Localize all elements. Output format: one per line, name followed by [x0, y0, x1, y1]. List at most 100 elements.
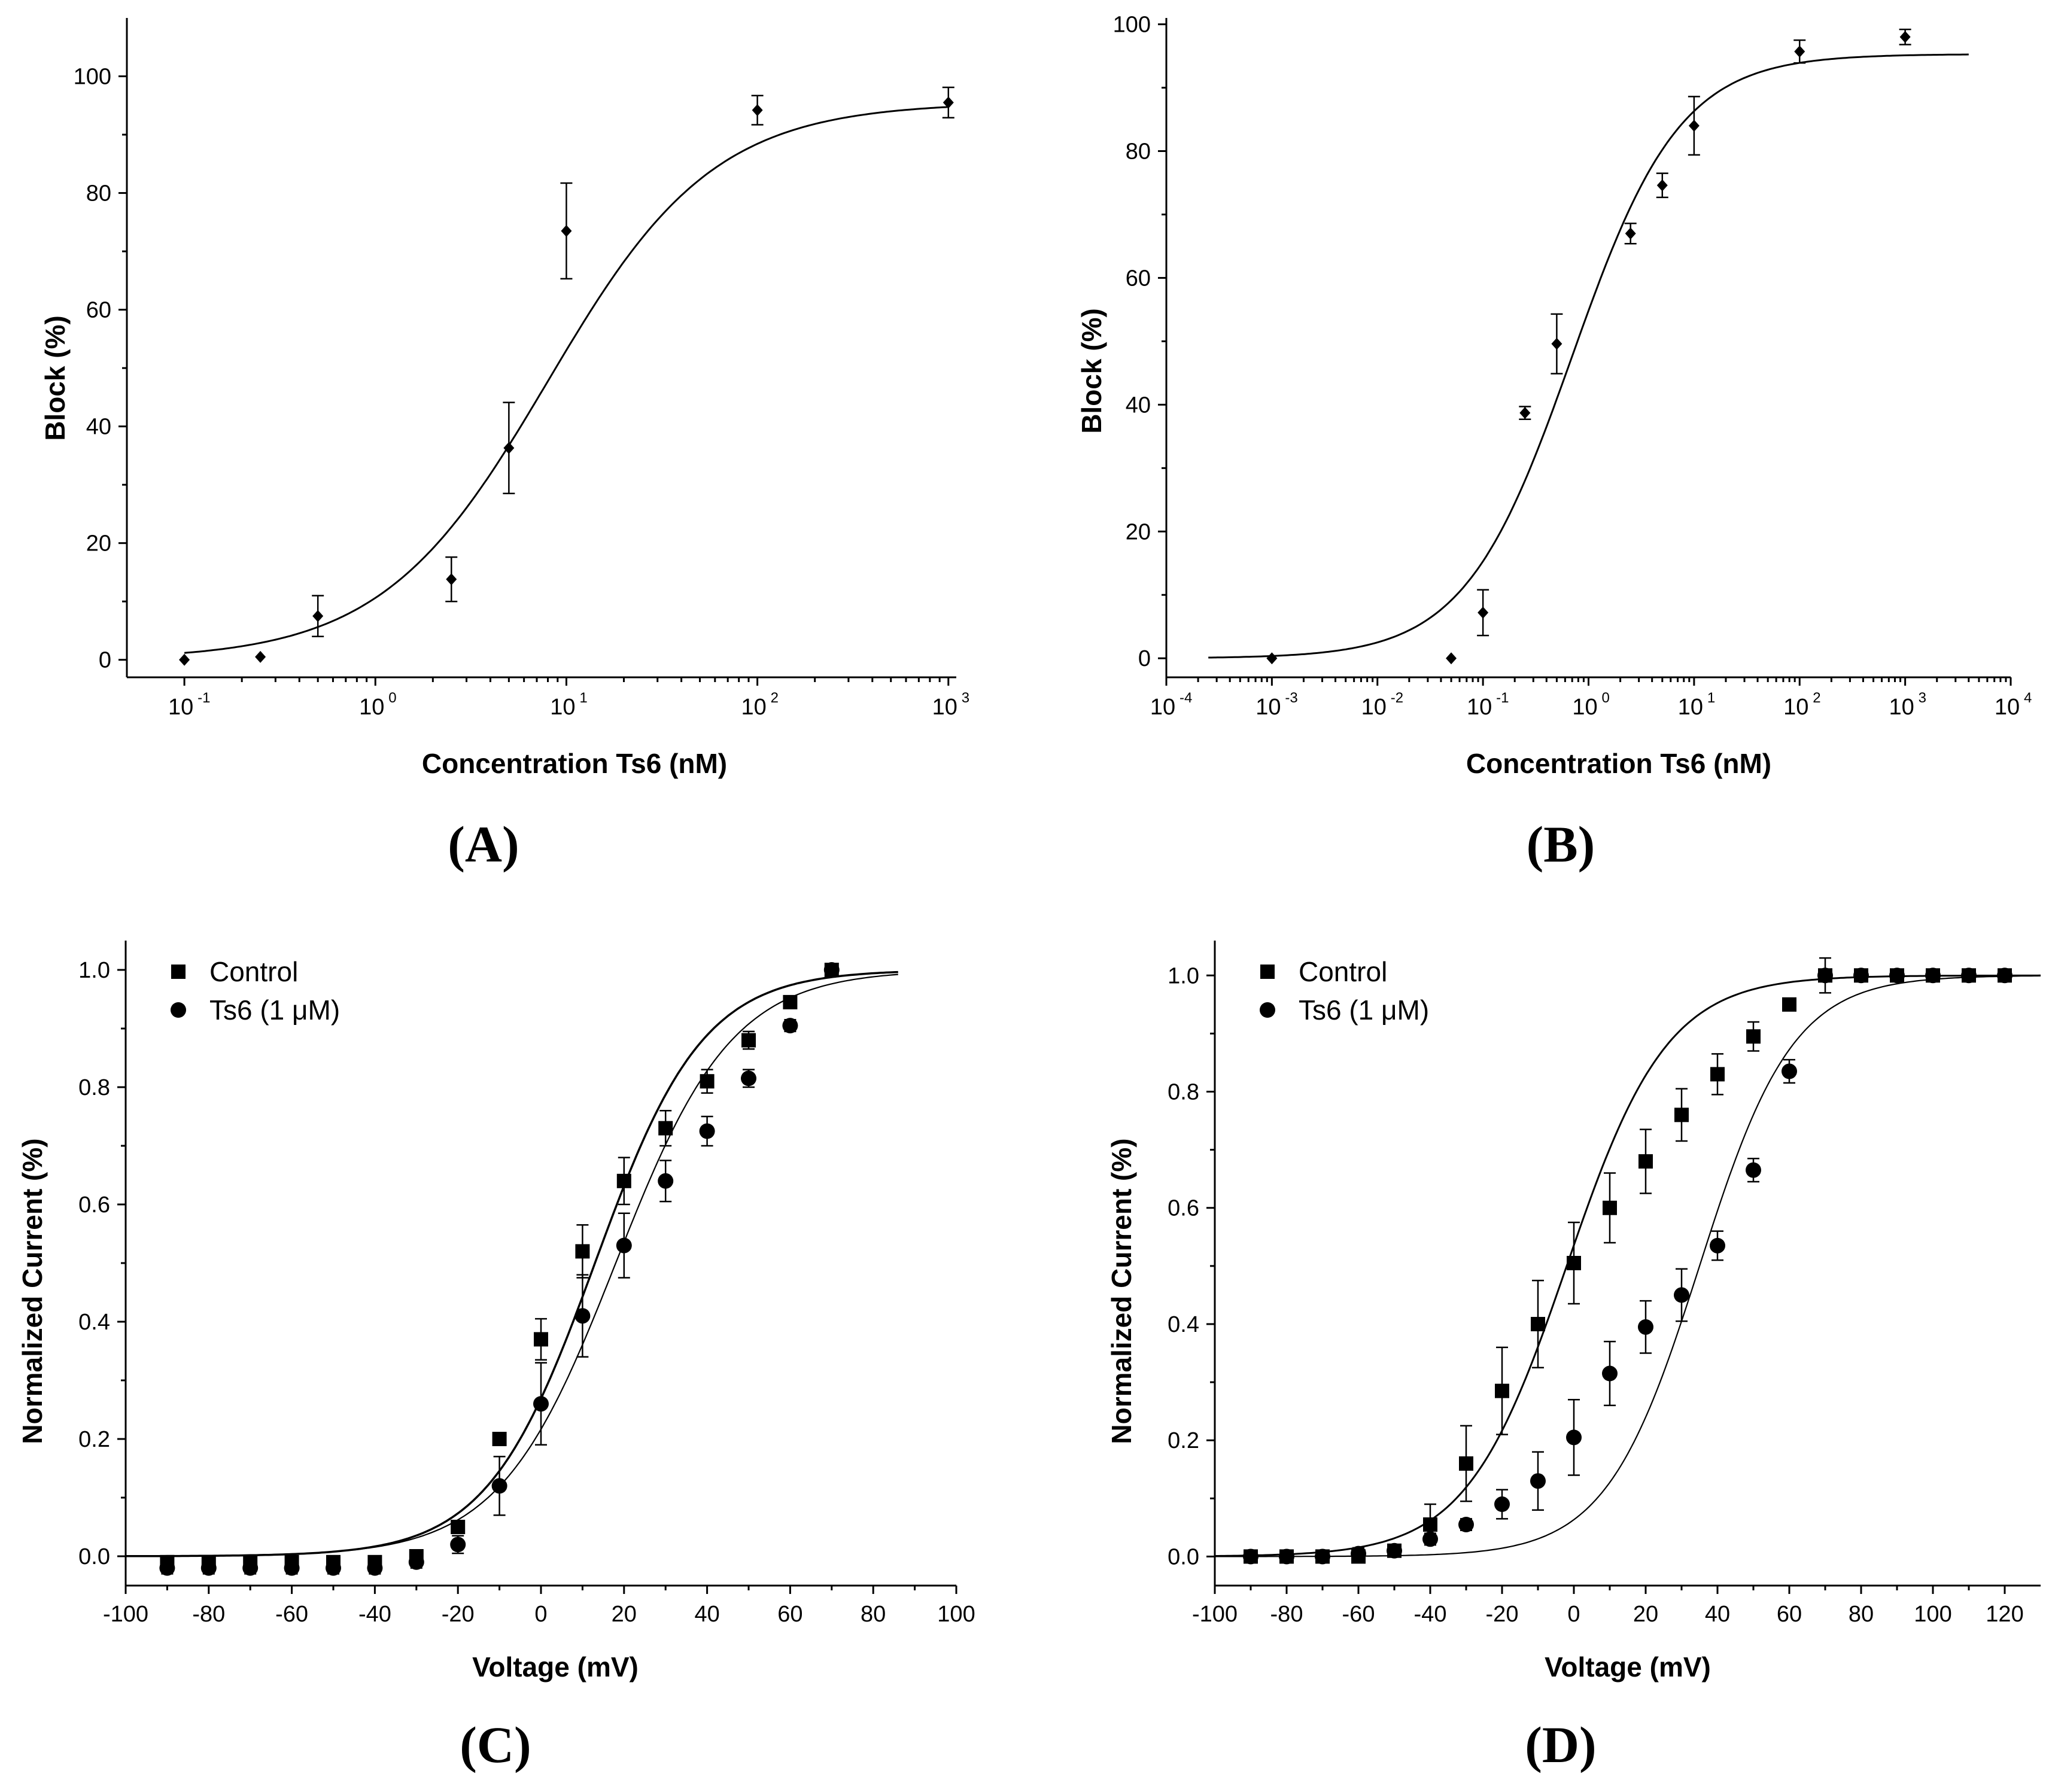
data-point [1531, 1316, 1545, 1331]
x-axis-label: Concentration Ts6 (nM) [1466, 748, 1771, 779]
data-point [1351, 1545, 1366, 1562]
x-tick-label: 10 [359, 695, 384, 720]
x-tick-exponent: 2 [1813, 690, 1820, 706]
panel-label: (C) [460, 1716, 531, 1773]
data-point [741, 1033, 756, 1048]
data-point [1997, 968, 2013, 984]
data-point [159, 1560, 175, 1576]
y-tick-label: 0.8 [78, 1075, 110, 1100]
y-axis-label: Normalized Current (%) [1106, 1138, 1137, 1444]
x-tick-label: 40 [1705, 1602, 1730, 1627]
y-axis-label: Block (%) [39, 315, 71, 441]
x-tick-exponent: 3 [962, 690, 969, 706]
data-point [408, 1554, 424, 1570]
data-point [1519, 407, 1531, 419]
x-tick-label: 10 [1572, 695, 1597, 720]
y-tick-label: 0.4 [78, 1310, 110, 1335]
x-tick-label: 60 [1777, 1602, 1802, 1627]
data-point [1530, 1473, 1546, 1489]
panel-label: (B) [1527, 816, 1595, 873]
panel-label: (A) [448, 816, 519, 873]
legend-label: Control [1299, 956, 1387, 987]
data-point [1446, 652, 1457, 665]
x-tick-label: -20 [1486, 1602, 1519, 1627]
data-point [1494, 1496, 1510, 1513]
data-point [741, 1070, 756, 1087]
y-tick-label: 1.0 [1168, 963, 1199, 988]
fit-curve [1214, 974, 2041, 1557]
x-axis-label: Voltage (mV) [472, 1651, 639, 1683]
y-tick-label: 0.0 [1168, 1544, 1199, 1569]
y-tick-label: 80 [1126, 139, 1151, 165]
data-point [200, 1560, 217, 1576]
y-axis-label: Normalized Current (%) [17, 1138, 48, 1444]
data-point [1279, 1548, 1294, 1565]
x-tick-exponent: 1 [1707, 690, 1715, 706]
data-point [1674, 1287, 1689, 1303]
y-tick-label: 80 [86, 181, 111, 206]
data-point [1853, 968, 1869, 984]
x-tick-label: 10 [741, 695, 766, 720]
y-tick-label: 100 [74, 65, 111, 90]
y-tick-label: 0.6 [1168, 1196, 1199, 1221]
fit-curve [184, 106, 949, 654]
data-point [1746, 1162, 1761, 1178]
data-point [1746, 1029, 1761, 1044]
data-point [503, 442, 515, 454]
x-tick-label: 100 [937, 1602, 975, 1627]
data-point [1495, 1383, 1509, 1398]
data-point [1551, 337, 1562, 350]
y-tick-label: 0.4 [1168, 1312, 1199, 1337]
data-point [616, 1173, 631, 1188]
legend-label: Ts6 (1 μM) [1299, 994, 1429, 1026]
data-point [491, 1478, 507, 1494]
y-axis-label: Block (%) [1076, 308, 1107, 434]
data-point [1387, 1542, 1402, 1559]
x-tick-label: 40 [694, 1602, 719, 1627]
x-tick-label: -40 [358, 1602, 391, 1627]
x-tick-label: -40 [1414, 1602, 1447, 1627]
data-point [823, 962, 840, 978]
y-tick-label: 0.0 [78, 1544, 110, 1569]
x-tick-label: 10 [1361, 695, 1387, 720]
legend-marker [171, 1002, 186, 1018]
x-axis-label: Concentration Ts6 (nM) [422, 748, 727, 779]
data-point [658, 1121, 673, 1136]
data-point [1656, 179, 1668, 191]
data-point [1459, 1456, 1473, 1471]
panel-c: 0.0 0.2 0.4 0.6 0.8 1.0 -100 -80 -60 -40 -20 0 20 40 6… [17, 941, 975, 1773]
y-tick-label: 1.0 [78, 958, 110, 983]
data-point [1782, 1063, 1797, 1079]
data-point [1603, 1200, 1617, 1215]
data-point [1794, 45, 1805, 58]
y-tick-label: 60 [86, 298, 111, 323]
data-point [658, 1173, 674, 1189]
data-point [1782, 997, 1796, 1012]
data-point [242, 1560, 259, 1576]
data-point [367, 1560, 383, 1576]
x-tick-label: 10 [1783, 695, 1808, 720]
x-tick-label: 20 [1633, 1602, 1658, 1627]
x-tick-label: 10 [932, 695, 957, 720]
legend-marker [1260, 965, 1275, 979]
data-point [1458, 1517, 1474, 1533]
data-point [561, 224, 572, 237]
data-point [1243, 1548, 1258, 1565]
x-tick-label: 0 [1567, 1602, 1580, 1627]
data-point [699, 1123, 715, 1139]
legend-marker [171, 965, 186, 979]
data-point [255, 650, 266, 663]
x-tick-label: 120 [1986, 1602, 2023, 1627]
y-tick-label: 100 [1113, 13, 1151, 38]
data-point [1567, 1256, 1581, 1270]
data-point [284, 1560, 300, 1576]
data-point [1899, 31, 1911, 43]
data-point [1602, 1365, 1618, 1382]
x-tick-label: -60 [1342, 1602, 1375, 1627]
x-tick-exponent: 4 [2024, 690, 2032, 706]
fit-curve [126, 973, 898, 1557]
x-tick-exponent: 1 [579, 690, 587, 706]
data-point [450, 1537, 466, 1553]
data-point [446, 573, 457, 586]
